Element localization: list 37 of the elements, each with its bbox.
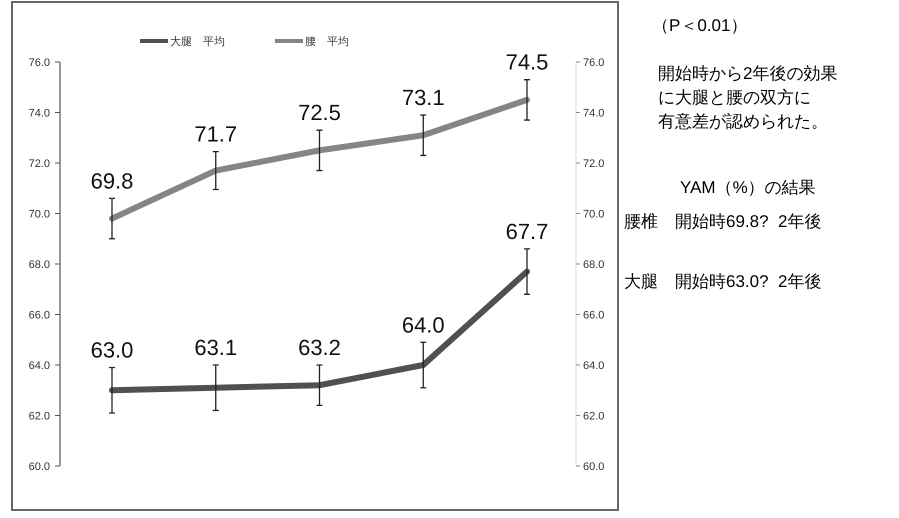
y2-tick-label: 76.0 bbox=[583, 57, 604, 69]
y-tick-label: 62.0 bbox=[28, 410, 50, 422]
data-label: 71.7 bbox=[194, 122, 238, 147]
legend-label: 腰 平均 bbox=[305, 36, 349, 48]
legend-label: 大腿 平均 bbox=[170, 35, 225, 48]
y2-tick-label: 60.0 bbox=[583, 461, 604, 473]
y-tick-label: 72.0 bbox=[28, 158, 50, 170]
text: （P＜0.01） bbox=[652, 15, 748, 37]
data-label: 74.5 bbox=[506, 50, 548, 75]
data-label: 63.1 bbox=[194, 335, 238, 360]
text: 有意差が認められた。 bbox=[658, 111, 829, 133]
y-tick-label: 70.0 bbox=[28, 208, 50, 220]
text: 腰椎 開始時69.8? 2年後 bbox=[624, 211, 822, 233]
data-label: 63.0 bbox=[90, 338, 134, 363]
y-tick-label: 68.0 bbox=[28, 259, 50, 271]
y2-tick-label: 64.0 bbox=[583, 360, 604, 372]
text: YAM（%）の結果 bbox=[680, 177, 817, 199]
y-tick-label: 64.0 bbox=[28, 360, 50, 372]
y-tick-label: 66.0 bbox=[28, 310, 50, 322]
data-label: 63.2 bbox=[298, 335, 341, 360]
text: に大腿と腰の双方に bbox=[658, 87, 812, 109]
y2-tick-label: 62.0 bbox=[583, 410, 604, 422]
text: 大腿 開始時63.0? 2年後 bbox=[624, 271, 822, 293]
y2-tick-label: 74.0 bbox=[583, 108, 604, 120]
y2-tick-label: 68.0 bbox=[583, 259, 604, 271]
data-label: 72.5 bbox=[298, 100, 341, 126]
y2-tick-label: 70.0 bbox=[583, 208, 604, 220]
y2-tick-label: 66.0 bbox=[583, 310, 604, 322]
data-label: 73.1 bbox=[402, 85, 445, 110]
y-tick-label: 76.0 bbox=[28, 57, 50, 69]
y2-tick-label: 72.0 bbox=[583, 158, 604, 170]
data-label: 64.0 bbox=[402, 312, 445, 338]
y-tick-label: 74.0 bbox=[28, 108, 50, 120]
text: 開始時から2年後の効果 bbox=[658, 63, 838, 85]
y-tick-label: 60.0 bbox=[28, 461, 50, 473]
data-label: 69.8 bbox=[90, 168, 134, 194]
data-label: 67.7 bbox=[506, 218, 548, 244]
